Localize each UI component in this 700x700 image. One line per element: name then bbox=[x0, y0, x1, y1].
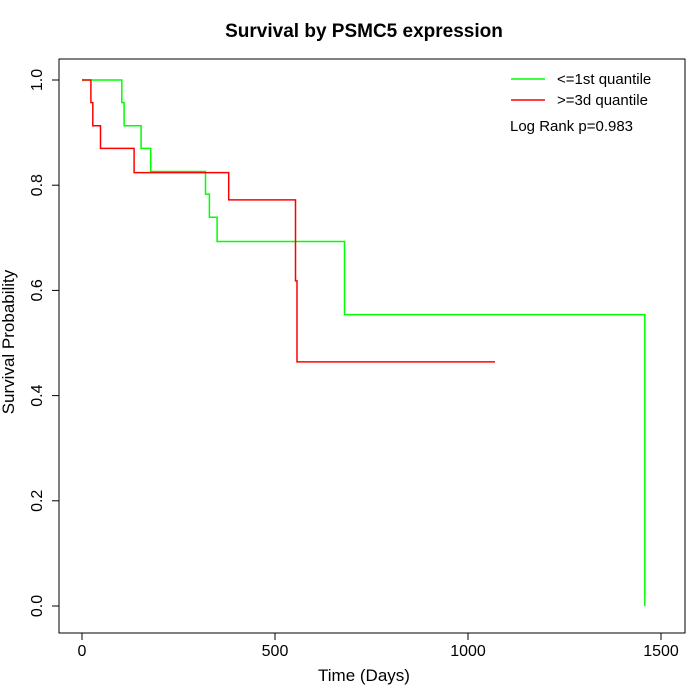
plot-frame bbox=[58, 58, 686, 634]
survival-curve-series-2 bbox=[82, 79, 495, 363]
x-axis: 0 500 1000 1500 bbox=[78, 632, 679, 660]
y-tick-label: 0.2 bbox=[29, 490, 46, 512]
x-tick-label: 500 bbox=[262, 643, 289, 660]
y-tick-label: 0.0 bbox=[29, 595, 46, 617]
chart-title: Survival by PSMC5 expression bbox=[225, 21, 503, 42]
y-tick-label: 0.4 bbox=[29, 384, 46, 406]
legend-label-series-2: >=3d quantile bbox=[557, 92, 648, 109]
y-axis-label: Survival Probability bbox=[0, 269, 18, 414]
series-layer bbox=[82, 79, 646, 606]
x-axis-label: Time (Days) bbox=[318, 666, 410, 685]
survival-curve-series-1 bbox=[82, 79, 646, 606]
y-tick-label: 1.0 bbox=[29, 69, 46, 91]
legend: <=1st quantile >=3d quantile bbox=[511, 71, 651, 109]
legend-label-series-1: <=1st quantile bbox=[557, 71, 651, 88]
x-tick-label: 1000 bbox=[450, 643, 486, 660]
x-tick-label: 0 bbox=[78, 643, 87, 660]
y-tick-label: 0.8 bbox=[29, 174, 46, 196]
y-axis: 0.0 0.2 0.4 0.6 0.8 1.0 bbox=[29, 69, 60, 617]
log-rank-annotation: Log Rank p=0.983 bbox=[510, 118, 633, 135]
x-tick-label: 1500 bbox=[643, 643, 679, 660]
y-tick-label: 0.6 bbox=[29, 279, 46, 301]
